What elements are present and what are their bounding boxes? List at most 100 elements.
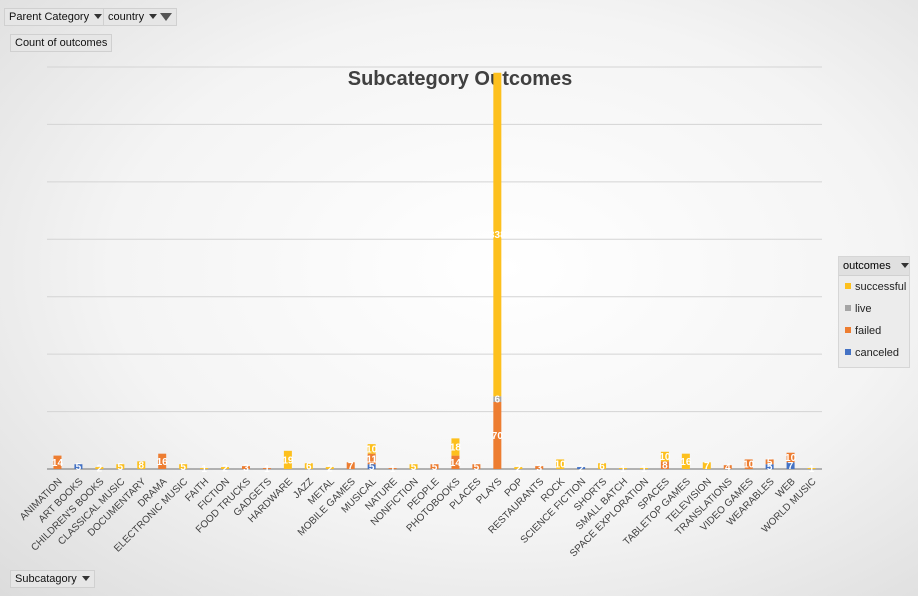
data-label: 338	[489, 230, 506, 241]
parent-category-filter[interactable]: Parent Category	[4, 8, 108, 26]
legend-item-live: live	[839, 298, 909, 320]
data-label: 16	[157, 457, 169, 468]
data-label: 16	[680, 457, 692, 468]
data-label: 5	[474, 462, 480, 473]
legend-label-live: live	[855, 303, 872, 315]
data-label: 5	[180, 462, 186, 473]
bar-successful	[137, 461, 146, 469]
data-label: 2	[222, 464, 228, 475]
legend: outcomes successful live failed canceled	[838, 256, 910, 368]
values-field-button[interactable]: Count of outcomes	[10, 34, 113, 52]
data-label: 1	[620, 464, 626, 475]
bar-failed	[53, 455, 62, 469]
data-label: 1	[809, 464, 815, 475]
data-label: 6	[306, 462, 312, 473]
legend-item-failed: failed	[839, 320, 909, 342]
legend-item-canceled: canceled	[839, 342, 909, 364]
bar-successful	[409, 464, 418, 469]
filter-funnel-icon[interactable]	[160, 13, 173, 21]
bar-successful	[451, 438, 460, 456]
country-label: country	[108, 11, 145, 23]
country-filter[interactable]: country	[103, 8, 178, 26]
bar-live	[493, 396, 502, 402]
bar-failed	[765, 459, 774, 465]
data-label: 10	[785, 453, 797, 464]
axis-field-label: Subcatagory	[15, 573, 77, 585]
bar-successful	[95, 467, 104, 469]
values-field-label: Count of outcomes	[15, 37, 108, 49]
bar-failed	[535, 466, 544, 469]
data-label: 18	[450, 442, 462, 453]
bar-successful	[619, 468, 628, 469]
legend-swatch-failed	[845, 327, 851, 333]
chevron-down-icon[interactable]	[94, 14, 103, 19]
bar-successful	[200, 468, 209, 469]
data-label: 10	[743, 460, 755, 471]
legend-field-filter[interactable]: outcomes	[839, 257, 909, 276]
data-label: 14	[52, 458, 64, 469]
bar-failed	[367, 453, 376, 465]
data-label: 5	[767, 462, 773, 473]
legend-swatch-successful	[845, 283, 851, 289]
bar-successful	[179, 464, 188, 469]
bar-successful	[116, 464, 125, 469]
data-label: 14	[450, 458, 462, 469]
legend-swatch-live	[845, 305, 851, 311]
chart-title: Subcategory Outcomes	[348, 68, 573, 90]
data-label: 4	[725, 463, 731, 474]
data-label: 10	[555, 460, 567, 471]
bar-canceled	[786, 462, 795, 469]
bar-failed	[472, 464, 481, 469]
data-label: 2	[516, 464, 522, 475]
data-label: 1	[264, 464, 270, 475]
bar-successful	[493, 72, 502, 397]
bar-successful	[702, 462, 711, 469]
data-label: 10	[366, 444, 378, 455]
bar-failed	[744, 459, 753, 469]
data-label: 6	[495, 395, 501, 406]
legend-field-label: outcomes	[843, 260, 891, 272]
chevron-down-icon[interactable]	[900, 263, 909, 268]
bar-failed	[346, 462, 355, 469]
bar-failed	[723, 465, 732, 469]
bar-failed	[158, 453, 167, 469]
axis-field-filter[interactable]: Subcatagory	[10, 570, 95, 588]
bar-failed	[262, 468, 271, 469]
data-label: 5	[767, 457, 773, 468]
bar-failed	[786, 452, 795, 463]
bar-canceled	[765, 464, 774, 469]
data-label: 1	[641, 464, 647, 475]
bar-successful	[598, 463, 607, 469]
data-label: 5	[432, 462, 438, 473]
data-label: 7	[788, 461, 794, 472]
bar-successful	[660, 451, 669, 462]
data-label: 1	[390, 464, 396, 475]
data-label: 5	[118, 462, 124, 473]
data-label: 3	[536, 463, 542, 474]
gridlines	[47, 66, 822, 470]
bar-failed	[493, 402, 502, 469]
data-label: 19	[282, 455, 294, 466]
bar-successful	[367, 444, 376, 454]
legend-label-canceled: canceled	[855, 347, 900, 359]
data-label: 11	[366, 454, 377, 465]
data-label: 8	[662, 461, 668, 472]
parent-category-label: Parent Category	[9, 11, 90, 23]
bar-successful	[325, 467, 334, 469]
bar-failed	[430, 464, 439, 469]
bar-successful	[639, 468, 648, 469]
chevron-down-icon[interactable]	[149, 14, 158, 19]
data-label: 5	[76, 462, 82, 473]
data-label: 2	[327, 464, 333, 475]
bar-successful	[556, 459, 565, 469]
bar-failed	[241, 466, 250, 469]
bar-successful	[514, 467, 523, 469]
chevron-down-icon[interactable]	[81, 576, 90, 581]
legend-item-successful: successful	[839, 276, 909, 298]
data-label: 2	[578, 464, 584, 475]
bar-failed	[660, 461, 669, 469]
bar-successful	[221, 467, 230, 469]
